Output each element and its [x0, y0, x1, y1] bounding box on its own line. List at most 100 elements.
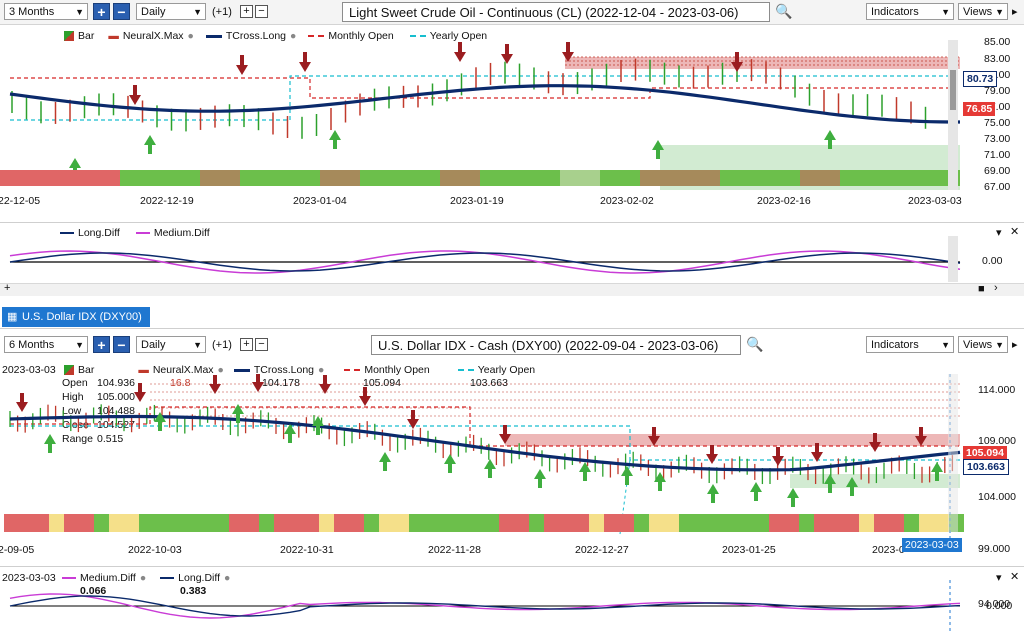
signal-strip-cell	[0, 170, 40, 186]
legend-tcross-label: TCross.Long	[225, 30, 286, 42]
axis-tick-label: 94.000	[978, 598, 1011, 610]
signal-strip-cell	[574, 514, 589, 532]
bottom-sub-date-label: 2023-03-03	[2, 572, 56, 584]
sell-arrow-icon	[706, 454, 718, 464]
sell-arrow-icon	[501, 54, 513, 64]
top-period-select[interactable]: 3 Months ▼	[4, 3, 88, 20]
buy-arrow-icon	[154, 412, 166, 422]
signal-strip-cell	[320, 170, 360, 186]
signal-strip-cell	[184, 514, 199, 532]
top-zoom-out-button[interactable]: −	[113, 3, 130, 20]
top-monthly-price-tag: 76.85	[963, 102, 996, 116]
bottom-interval-select[interactable]: Daily ▼	[136, 336, 206, 353]
legend-medium-diff-label: Medium.Diff	[153, 227, 210, 239]
signal-strip-cell	[454, 514, 469, 532]
signal-strip-cell	[400, 170, 440, 186]
top-toolbar: 3 Months ▼ + − Daily ▼ (+1) + − Light Swee…	[0, 0, 1024, 25]
signal-strip-cell	[709, 514, 724, 532]
signal-strip-cell	[880, 170, 920, 186]
legend-dot-icon: ●	[318, 364, 325, 376]
bottom-offset-minus-button[interactable]: −	[255, 338, 268, 351]
tcross-long-line	[9, 414, 961, 472]
signal-strip-cell	[799, 514, 814, 532]
yearly-swatch	[457, 369, 474, 371]
top-views-select[interactable]: Views ▼	[958, 3, 1008, 20]
chevron-right-icon[interactable]: ›	[994, 282, 998, 294]
top-price-chart[interactable]	[0, 40, 1024, 192]
legend-dot-icon: ●	[217, 364, 224, 376]
close-icon[interactable]: ✕	[1010, 571, 1020, 583]
signal-strip-cell	[439, 514, 454, 532]
axis-tick-label: 2023-01-19	[450, 195, 504, 207]
top-symbol-title[interactable]: Light Sweet Crude Oil - Continuous (CL) …	[342, 2, 770, 22]
legend-yearly-value: 103.663	[470, 377, 508, 389]
chevron-down-icon: ▼	[941, 7, 950, 17]
neuralx-swatch: ▬	[138, 364, 149, 376]
bottom-symbol-title[interactable]: U.S. Dollar IDX - Cash (DXY00) (2022-09-…	[371, 335, 741, 355]
top-zoom-in-button[interactable]: +	[93, 3, 110, 20]
buy-arrow-icon	[48, 444, 52, 453]
neuralx-swatch: ▬	[108, 30, 119, 42]
legend-monthly-label: Monthly Open	[328, 30, 394, 42]
bottom-indicators-select[interactable]: Indicators ▼	[866, 336, 954, 353]
resistance-zone	[565, 57, 960, 69]
chart-icon: ▦	[7, 311, 18, 323]
top-scrollbar[interactable]: + ■ ›	[0, 282, 1024, 296]
axis-tick-label: 67.00	[984, 181, 1011, 193]
top-period-value: 3 Months	[9, 6, 55, 18]
sell-arrow-icon	[811, 452, 823, 462]
sell-arrow-icon	[919, 427, 923, 436]
top-sub-zero-label: 0.00	[982, 255, 1003, 267]
signal-strip-cell	[829, 514, 844, 532]
chevron-down-icon: ▼	[995, 7, 1004, 17]
signal-strip-cell	[154, 514, 169, 532]
bottom-scroll-right-icon[interactable]: ▸	[1012, 339, 1018, 351]
search-icon[interactable]: 🔍	[746, 336, 764, 352]
chevron-down-icon: ▼	[75, 340, 84, 350]
sell-arrow-icon	[710, 445, 714, 454]
bottom-oscillator-chart[interactable]	[0, 580, 1024, 632]
buy-arrow-icon	[583, 472, 587, 481]
axis-tick-label: 99.000	[978, 543, 1011, 555]
signal-strip-cell	[240, 170, 280, 186]
bottom-price-chart[interactable]	[0, 374, 1024, 542]
top-interval-select[interactable]: Daily ▼	[136, 3, 206, 20]
bottom-zoom-in-button[interactable]: +	[93, 336, 110, 353]
divider	[0, 222, 1024, 223]
search-icon[interactable]: 🔍	[775, 3, 793, 19]
bottom-views-select[interactable]: Views ▼	[958, 336, 1008, 353]
yearly-swatch	[409, 35, 426, 37]
sell-arrow-icon	[873, 433, 877, 442]
top-offset-plus-button[interactable]: +	[240, 5, 253, 18]
signal-strip-cell	[679, 514, 694, 532]
signal-strip-cell	[634, 514, 649, 532]
buy-arrow-icon	[656, 150, 660, 159]
buy-arrow-icon	[828, 484, 832, 493]
axis-tick-label: 22-12-05	[0, 195, 41, 207]
close-icon[interactable]: ✕	[1010, 226, 1020, 238]
bottom-sub-collapse-icon[interactable]: ▾	[996, 572, 1002, 584]
monthly-open-line	[10, 77, 955, 99]
monthly-swatch	[344, 369, 361, 371]
top-indicators-select[interactable]: Indicators ▼	[866, 3, 954, 20]
top-oscillator-chart[interactable]	[0, 236, 1024, 282]
signal-strip-cell	[379, 514, 394, 532]
signal-strip-cell	[840, 170, 880, 186]
signal-strip-cell	[619, 514, 634, 532]
legend-tcross-value: 104.178	[262, 377, 300, 389]
bottom-offset-plus-button[interactable]: +	[240, 338, 253, 351]
buy-arrow-icon	[144, 135, 156, 145]
buy-arrow-icon	[850, 487, 854, 496]
sell-arrow-icon	[772, 456, 784, 466]
bottom-period-select[interactable]: 6 Months ▼	[4, 336, 88, 353]
buy-arrow-icon	[288, 434, 292, 443]
tab-dxy00[interactable]: ▦ U.S. Dollar IDX (DXY00)	[2, 307, 150, 327]
vertical-scrollbar	[948, 236, 958, 282]
top-sub-collapse-icon[interactable]: ▾	[996, 227, 1002, 239]
scroll-thumb-icon[interactable]: ■	[978, 283, 985, 295]
plus-icon[interactable]: +	[4, 282, 11, 294]
medium-diff-swatch	[135, 232, 150, 234]
bottom-zoom-out-button[interactable]: −	[113, 336, 130, 353]
top-scroll-right-icon[interactable]: ▸	[1012, 6, 1018, 18]
top-offset-minus-button[interactable]: −	[255, 5, 268, 18]
